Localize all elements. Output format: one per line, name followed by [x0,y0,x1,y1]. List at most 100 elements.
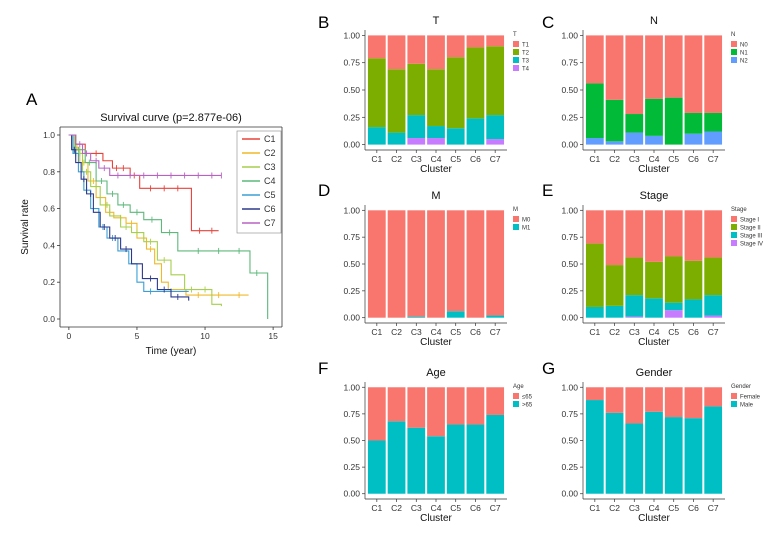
panel-letter: C [542,13,554,32]
x-tick-label: C4 [431,503,442,513]
x-axis-label: Cluster [420,164,452,175]
bar-c7-n0 [704,35,723,113]
y-tick-label: 0.75 [343,232,360,242]
bar-c6-stage-i [684,210,703,261]
y-tick-label: 1.00 [561,382,578,392]
x-tick-label: C2 [609,154,620,164]
bar-c5-female [664,387,683,418]
bar-c7-stage-iii [704,295,723,316]
x-tick-label: C6 [688,154,699,164]
x-tick-label: C6 [470,327,481,337]
x-tick-label: C7 [490,327,501,337]
bar-c5-stage-iv [664,310,683,318]
survival-curve-c6 [68,134,190,301]
bar-c6-t2 [466,47,485,119]
bar-c5-stage-iii [664,302,683,311]
y-tick-label: 0.00 [561,489,578,499]
x-tick-label: C7 [708,154,719,164]
bar-c4-t2 [427,69,445,127]
y-tick-label: 0.50 [561,85,578,95]
bar-c2-t1 [387,35,406,70]
bar-c3-male [625,423,644,494]
bar-c3-stage-i [625,210,644,258]
bar-c6--65 [466,424,485,494]
legend-label: >65 [522,402,533,408]
legend-swatch [731,393,737,399]
legend-label: C5 [264,190,276,200]
x-tick-label: C2 [391,503,402,513]
bar-c6-m0 [466,210,485,318]
bar-c3--65 [407,387,426,428]
legend-label: T3 [522,58,530,64]
y-tick-label: 0.50 [343,259,360,269]
bar-c7-n2 [704,131,723,145]
legend-swatch [731,57,737,63]
x-tick-label: C4 [649,503,660,513]
bar-c5-m0 [446,210,465,312]
bar-c5-m1 [446,311,465,318]
chart-title: T [433,15,440,27]
survival-curve-c4 [68,134,269,319]
y-tick-label: 0.0 [43,314,55,324]
chart-title: M [431,190,440,202]
bar-c3-m1 [407,316,426,318]
x-tick-label: C5 [450,503,461,513]
bar-c5-t2 [446,57,465,129]
bar-c5-t1 [446,35,465,58]
x-tick-label: C7 [490,503,501,513]
legend-swatch [513,57,519,63]
x-tick-label: 5 [135,331,140,341]
panel-letter: A [26,90,38,109]
x-tick-label: 10 [200,331,210,341]
bar-c7-male [704,406,723,494]
bar-c4-t1 [427,35,445,70]
x-tick-label: C7 [708,327,719,337]
legend-label: Stage IV [740,241,763,247]
bar-c7-t1 [486,35,505,47]
survival-curve-c3 [68,134,222,307]
bar-c7-female [704,387,723,407]
x-tick-label: 15 [268,331,278,341]
y-tick-label: 1.00 [343,205,360,215]
survival-curve-c7 [68,134,222,177]
legend-label: Stage II [740,225,761,231]
bar-c7-m0 [486,210,505,316]
y-tick-label: 1.0 [43,130,55,140]
x-tick-label: C1 [589,503,600,513]
bar-c2-t2 [387,69,406,133]
legend-swatch [513,65,519,71]
bar-c5-stage-ii [664,256,683,303]
legend-label: C6 [264,204,276,214]
bar-c6--65 [466,387,485,425]
bar-c1-female [585,387,604,401]
legend-label: T1 [522,42,530,48]
x-tick-label: C5 [450,327,461,337]
bar-c3-t3 [407,115,426,139]
bar-c7-stage-iv [704,315,723,318]
x-tick-label: C5 [668,154,679,164]
legend-title: Age [513,384,524,390]
legend-swatch [513,216,519,222]
legend-label: T4 [522,66,530,72]
bar-c5-n1 [664,97,683,145]
bar-c1-male [585,400,604,494]
panel-letter: D [318,181,330,200]
panel-d: D M 0.00 0.25 0.50 0.75 1.00 C1 C2 C3 C4 C5 C6 C7 Clus… [318,181,531,348]
bar-c1-n0 [585,35,604,84]
bar-c4-m0 [427,210,445,318]
legend-swatch [513,49,519,55]
y-tick-label: 0.25 [343,462,360,472]
x-tick-label: C4 [431,154,442,164]
legend-label: N0 [740,42,748,48]
legend-swatch [513,393,519,399]
bar-c4-n0 [645,35,663,99]
legend-label: M1 [522,225,531,231]
y-tick-label: 1.00 [561,30,578,40]
bar-c6-stage-ii [684,260,703,300]
bar-c1-stage-iii [585,306,604,318]
bar-c1-stage-ii [585,243,604,307]
bar-c4-stage-ii [645,261,663,299]
chart-title: Gender [636,367,673,379]
legend-swatch [731,240,737,246]
y-tick-label: 0.6 [43,204,55,214]
